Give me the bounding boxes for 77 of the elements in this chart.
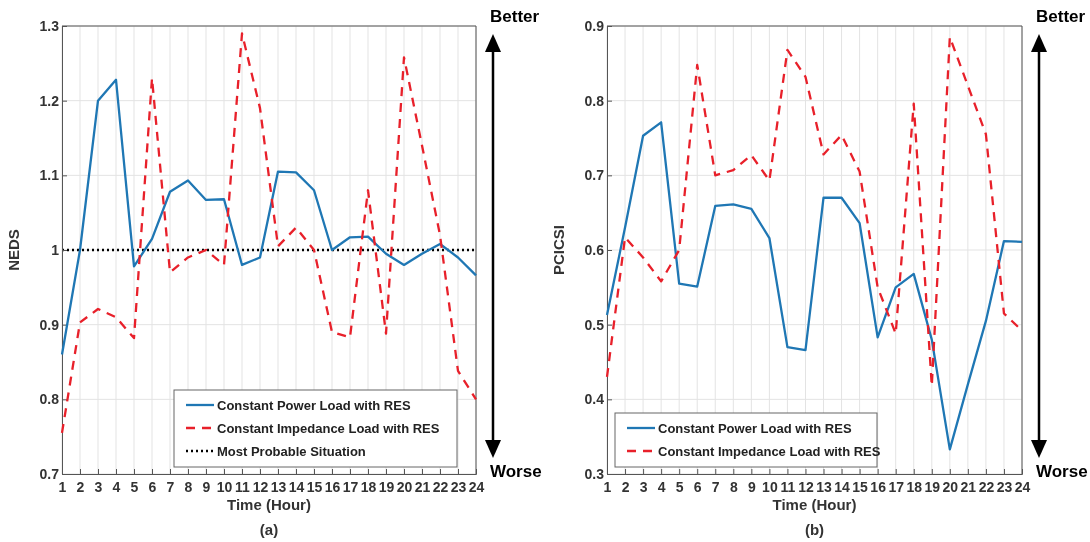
y-tick-label: 0.4 <box>584 391 605 408</box>
x-tick-label: 16 <box>324 479 341 496</box>
x-tick-label: 9 <box>202 479 211 496</box>
x-tick-label: 6 <box>693 479 702 496</box>
x-tick-label: 22 <box>978 479 995 496</box>
x-tick-label: 3 <box>639 479 648 496</box>
legend-label: Constant Power Load with RES <box>217 398 411 413</box>
y-tick-label: 0.5 <box>584 316 605 333</box>
y-tick-label: 0.8 <box>39 391 60 408</box>
x-tick-label: 7 <box>711 479 720 496</box>
x-axis-title: Time (Hour) <box>772 496 857 513</box>
legend-label: Constant Power Load with RES <box>658 421 852 436</box>
text: Better <box>1036 7 1086 26</box>
x-tick-label: 5 <box>130 479 139 496</box>
line-series <box>60 78 478 356</box>
x-tick-label: 14 <box>834 479 851 496</box>
x-tick-label: 4 <box>657 479 666 496</box>
x-tick-label: 21 <box>414 479 431 496</box>
x-tick-label: 5 <box>675 479 684 496</box>
text: (b) <box>804 521 825 538</box>
x-tick-label: 22 <box>432 479 449 496</box>
x-tick-label: 14 <box>288 479 305 496</box>
y-tick-label: 0.3 <box>584 465 605 482</box>
x-tick-label: 17 <box>888 479 905 496</box>
x-tick-label: 20 <box>942 479 959 496</box>
x-tick-label: 24 <box>468 479 485 496</box>
x-tick-label: 17 <box>342 479 359 496</box>
x-tick-label: 8 <box>729 479 738 496</box>
x-tick-label: 10 <box>762 479 778 496</box>
x-tick-label: 2 <box>76 479 85 496</box>
x-tick-label: 8 <box>184 479 193 496</box>
x-tick-label: 18 <box>906 479 923 496</box>
text: Worse <box>490 462 542 481</box>
x-tick-label: 11 <box>235 479 251 496</box>
y-tick-label: 1.2 <box>39 92 60 109</box>
y-axis-title: NEDS <box>5 229 22 271</box>
x-tick-label: 7 <box>166 479 175 496</box>
x-tick-label: 20 <box>396 479 413 496</box>
legend-label: Most Probable Situation <box>217 444 366 459</box>
x-tick-label: 13 <box>270 479 287 496</box>
y-tick-label: 1.1 <box>39 167 60 184</box>
y-tick-label: 1.3 <box>39 17 60 34</box>
x-tick-label: 24 <box>1014 479 1031 496</box>
x-tick-label: 15 <box>306 479 323 496</box>
x-tick-label: 21 <box>960 479 977 496</box>
legend-label: Constant Impedance Load with RES <box>658 444 881 459</box>
x-axis-title: Time (Hour) <box>227 496 311 513</box>
legend-label: Constant Impedance Load with RES <box>217 421 440 436</box>
y-axis-title: PCICSI <box>550 224 567 276</box>
x-tick-label: 6 <box>148 479 157 496</box>
y-tick-label: 0.9 <box>39 316 60 333</box>
x-tick-label: 11 <box>780 479 796 496</box>
x-tick-label: 2 <box>621 479 630 496</box>
x-tick-label: 19 <box>378 479 395 496</box>
text: Better <box>490 7 540 26</box>
y-tick-label: 0.8 <box>584 92 605 109</box>
x-tick-label: 18 <box>360 479 377 496</box>
x-tick-label: 12 <box>252 479 269 496</box>
y-tick-label: 0.7 <box>584 167 605 184</box>
y-tick-label: 0.9 <box>584 17 605 34</box>
text: Worse <box>1036 462 1088 481</box>
x-tick-label: 23 <box>996 479 1013 496</box>
y-tick-label: 1 <box>51 241 60 258</box>
x-tick-label: 15 <box>852 479 869 496</box>
y-tick-label: 0.7 <box>39 465 60 482</box>
x-tick-label: 16 <box>870 479 887 496</box>
y-tick-label: 0.6 <box>584 241 605 258</box>
x-tick-label: 4 <box>112 479 121 496</box>
line-series <box>60 32 478 435</box>
x-tick-label: 19 <box>924 479 941 496</box>
x-tick-label: 12 <box>798 479 814 496</box>
x-tick-label: 10 <box>216 479 233 496</box>
x-tick-label: 23 <box>450 479 467 496</box>
x-tick-label: 9 <box>747 479 756 496</box>
text: (a) <box>259 521 279 538</box>
x-tick-label: 3 <box>94 479 103 496</box>
x-tick-label: 13 <box>816 479 833 496</box>
